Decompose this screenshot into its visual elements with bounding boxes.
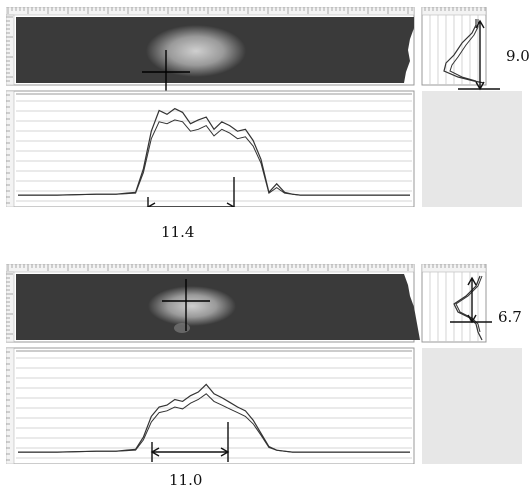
horizontal-profile-frame bbox=[5, 90, 415, 208]
top-ruler bbox=[5, 6, 415, 16]
empty-cell bbox=[422, 91, 522, 207]
vertical-measure-arrow-top bbox=[467, 276, 477, 286]
vertical-height-label-bottom: 6.7 bbox=[498, 308, 522, 326]
vertical-profile-trace bbox=[443, 19, 485, 84]
vertical-measure-arrow-top bbox=[475, 19, 485, 29]
width-measure-arrow-left bbox=[150, 447, 160, 457]
vertical-profile-ruler bbox=[421, 263, 487, 273]
beam-spot bbox=[146, 25, 246, 77]
left-ruler bbox=[5, 14, 15, 86]
vertical-height-label-top: 9.0 bbox=[506, 47, 530, 65]
horizontal-width-label-top: 11.4 bbox=[161, 223, 195, 241]
horizontal-width-label-bottom: 11.0 bbox=[169, 471, 203, 489]
left-ruler bbox=[5, 271, 15, 343]
vertical-profile-ruler bbox=[421, 6, 487, 16]
vertical-profile-trace-2 bbox=[449, 19, 479, 82]
vertical-profile-trace-2 bbox=[455, 275, 483, 333]
beam-spot-secondary bbox=[174, 323, 190, 333]
beam-panel-top: 9.0 11.4 bbox=[5, 6, 530, 240]
horizontal-profile-trace-lower bbox=[18, 119, 410, 196]
beam-image-bottom bbox=[5, 263, 522, 465]
width-measure-arrow-right bbox=[220, 447, 230, 457]
beam-panel-bottom: 6.7 11.0 bbox=[5, 263, 522, 488]
top-ruler bbox=[5, 263, 415, 273]
horizontal-profile-frame bbox=[5, 347, 415, 465]
beam-spot bbox=[148, 286, 236, 326]
empty-cell bbox=[422, 348, 522, 464]
beam-image-top bbox=[5, 6, 522, 217]
horizontal-profile-trace-lower bbox=[18, 393, 410, 453]
